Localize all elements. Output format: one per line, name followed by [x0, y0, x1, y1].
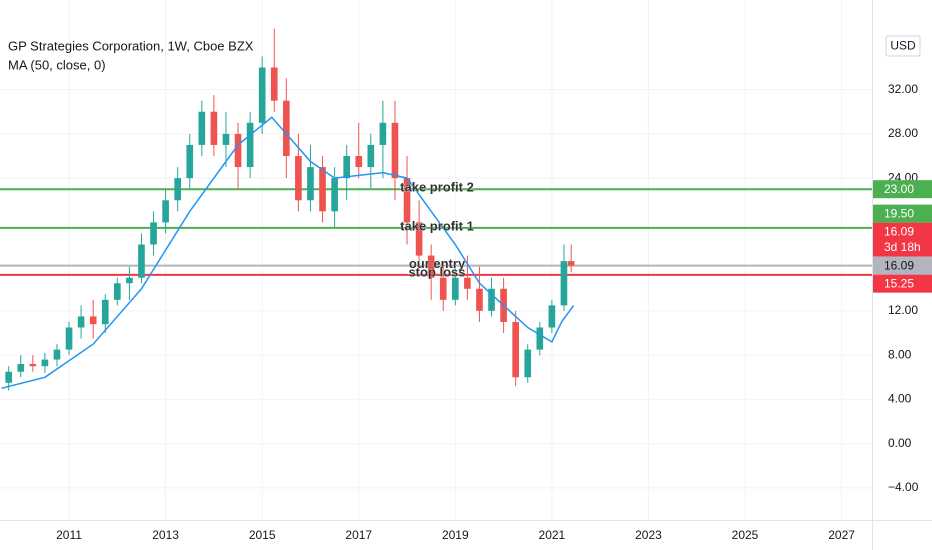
candle-body — [77, 316, 85, 328]
candle-body — [174, 178, 182, 201]
y-tick-label: 4.00 — [888, 392, 912, 406]
candle-body — [488, 288, 495, 311]
price-tag-label: 23.00 — [884, 182, 914, 196]
candle-body — [283, 100, 290, 156]
line-label: take profit 2 — [400, 180, 474, 195]
candle-body — [524, 349, 532, 378]
candle-body — [162, 200, 169, 223]
candle-body — [186, 144, 194, 179]
y-tick-label: 28.00 — [888, 126, 918, 140]
currency-box[interactable] — [885, 35, 921, 57]
price-tag-label: 16.09 — [884, 258, 914, 272]
candle-body — [391, 122, 399, 179]
candle-body — [246, 122, 254, 168]
candle-body — [512, 321, 519, 378]
x-tick-label: 2025 — [732, 528, 759, 542]
candle-body — [427, 255, 435, 278]
candle-body — [355, 156, 363, 168]
price-tag — [873, 274, 932, 293]
candle-body — [567, 261, 575, 266]
candle-body — [270, 67, 278, 101]
candle-body — [138, 244, 145, 278]
price-tag-label: 15.25 — [884, 276, 914, 290]
candle-body — [89, 316, 97, 325]
price-tag — [873, 256, 932, 275]
candle-body — [222, 133, 230, 145]
price-tag-countdown: 3d 18h — [884, 240, 921, 254]
line-label: take profit 1 — [400, 218, 474, 233]
candle-body — [343, 156, 350, 179]
candle-body — [234, 133, 242, 168]
candle-body — [41, 359, 49, 367]
candle-body — [476, 288, 483, 311]
x-tick-label: 2027 — [828, 528, 855, 542]
candle-body — [198, 111, 206, 145]
candle-body — [319, 167, 326, 212]
candle-body — [464, 277, 471, 289]
y-tick-label: 8.00 — [888, 347, 912, 361]
plot-area — [0, 0, 872, 520]
candle-body — [560, 261, 568, 306]
chart-title: GP Strategies Corporation, 1W, Cboe BZX — [8, 38, 254, 53]
candle-body — [295, 156, 302, 201]
x-tick-label: 2021 — [539, 528, 566, 542]
candle-body — [5, 371, 13, 383]
line-label: stop loss — [408, 264, 465, 279]
y-tick-label: 12.00 — [888, 303, 918, 317]
y-tick-label: −4.00 — [888, 480, 919, 494]
candle-body — [415, 222, 423, 256]
price-tag-label: 19.50 — [884, 206, 914, 220]
candle-body — [307, 167, 314, 201]
candle-body — [379, 122, 387, 145]
candle-body — [258, 67, 266, 123]
x-tick-label: 2015 — [249, 528, 276, 542]
x-tick-label: 2013 — [152, 528, 179, 542]
candle-body — [53, 349, 61, 360]
x-tick-label: 2019 — [442, 528, 469, 542]
candle-body — [65, 327, 73, 350]
indicator-label: MA (50, close, 0) — [8, 57, 106, 72]
candle-body — [150, 222, 157, 245]
y-tick-label: 32.00 — [888, 82, 918, 96]
candle-body — [126, 277, 133, 284]
candle-body — [210, 111, 218, 145]
candle-body — [548, 305, 556, 328]
candle-body — [403, 178, 411, 223]
candle-body — [451, 277, 459, 300]
price-tag — [873, 204, 932, 223]
candle-body — [114, 283, 121, 300]
candle-body — [439, 277, 447, 300]
currency-label[interactable]: USD — [890, 39, 916, 53]
y-tick-label: 0.00 — [888, 436, 912, 450]
price-tag-label: 16.09 — [884, 224, 914, 238]
price-tag — [873, 222, 932, 257]
line-label: our entry — [409, 256, 466, 271]
candle-body — [29, 364, 37, 367]
candle-body — [101, 299, 109, 325]
moving-average-line — [1, 116, 575, 390]
x-tick-label: 2023 — [635, 528, 662, 542]
candle-body — [17, 364, 25, 372]
x-tick-label: 2017 — [345, 528, 372, 542]
candle-body — [331, 178, 338, 212]
candle-body — [536, 327, 544, 350]
candle-body — [367, 144, 375, 168]
x-tick-label: 2011 — [56, 528, 82, 542]
price-tag — [873, 180, 932, 199]
